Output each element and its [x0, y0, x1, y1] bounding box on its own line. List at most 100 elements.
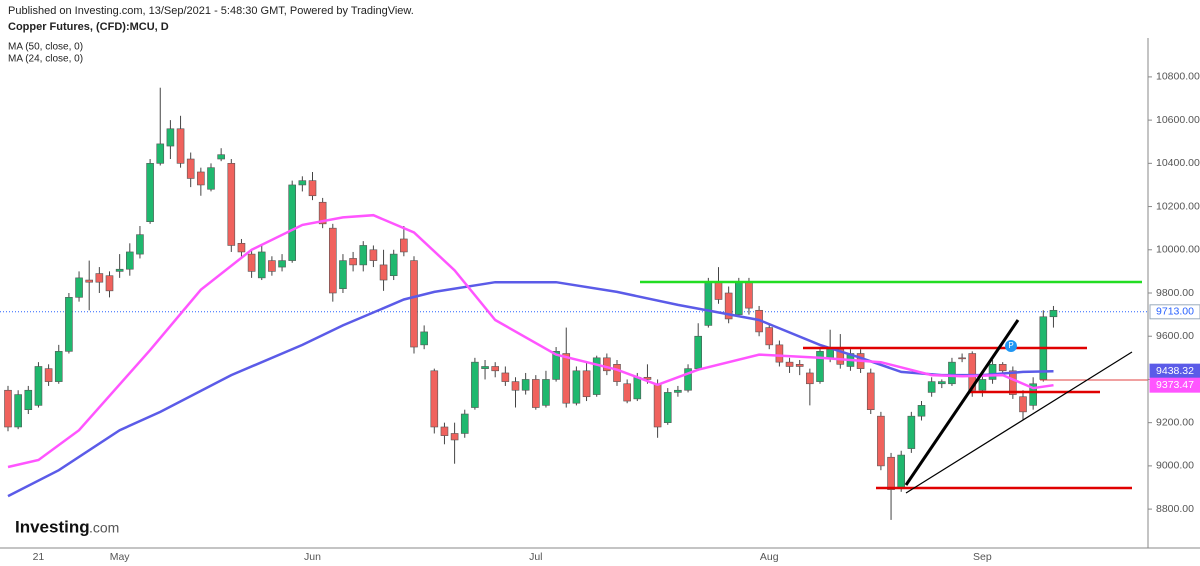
candle-body — [14, 394, 22, 428]
candle-body — [146, 163, 154, 222]
candle-body — [998, 364, 1007, 372]
candle-body — [572, 370, 581, 404]
candle-body — [633, 376, 642, 400]
candle-body — [227, 163, 236, 246]
candle-body — [75, 277, 83, 298]
candle-body — [328, 227, 337, 294]
y-tick-label: 8800.00 — [1156, 503, 1194, 515]
trend-line — [905, 351, 1133, 494]
candle-body — [826, 348, 834, 359]
candle-body — [1019, 396, 1027, 413]
candle-body — [714, 281, 723, 300]
price-box-label: 9373.47 — [1156, 379, 1194, 391]
candle-body — [95, 273, 104, 283]
candle-body — [724, 292, 733, 320]
candle-body — [745, 281, 753, 309]
candle-body — [958, 357, 966, 360]
moving-average — [7, 213, 1054, 469]
candle-body — [379, 264, 388, 281]
candle-body — [887, 456, 895, 490]
candle-body — [562, 353, 571, 404]
candle-body — [65, 297, 73, 352]
candle-body — [288, 184, 297, 261]
candle-body — [806, 372, 814, 385]
price-box — [1149, 304, 1200, 320]
legend-entry: MA (24, close, 0) — [8, 54, 83, 65]
candle-body — [369, 249, 378, 261]
candle-body — [450, 433, 459, 441]
candle-body — [877, 415, 885, 467]
candle-body — [481, 366, 489, 369]
candle-body — [430, 370, 439, 428]
candle-body — [552, 351, 560, 380]
candle-body — [207, 167, 215, 190]
published-note: Published on Investing.com, 13/Sep/2021 … — [8, 5, 414, 17]
candle-body — [542, 379, 550, 406]
trend-line — [904, 319, 1020, 486]
y-tick-label: 10400.00 — [1156, 157, 1200, 169]
candle-body — [339, 260, 347, 289]
candle-body — [166, 128, 175, 147]
x-tick-label: Sep — [973, 551, 992, 563]
candle-body — [268, 260, 276, 272]
candle-body — [257, 251, 266, 279]
marker-label: P — [1008, 341, 1013, 350]
y-tick-label: 9800.00 — [1156, 287, 1194, 299]
candle-body — [298, 180, 307, 186]
x-tick-label: 21 — [33, 551, 45, 563]
candle-body — [948, 361, 956, 385]
logo-suffix: .com — [89, 520, 119, 536]
candle-body — [126, 251, 134, 270]
candle-body — [623, 383, 631, 402]
candle-body — [653, 383, 662, 428]
chart-title: Copper Futures, (CFD):MCU, D — [8, 21, 169, 33]
candle-body — [156, 143, 165, 164]
candle-body — [501, 372, 510, 382]
y-tick-label: 10800.00 — [1156, 71, 1200, 83]
candle-body — [278, 260, 286, 268]
candle-body — [34, 366, 43, 406]
candle-body — [643, 376, 652, 380]
candle-body — [217, 154, 225, 160]
candle-body — [531, 379, 540, 408]
candle-body — [988, 364, 997, 380]
x-tick-label: Jun — [304, 551, 321, 563]
candle-body — [460, 413, 469, 434]
candle-body — [582, 370, 591, 398]
candle-body — [897, 454, 906, 488]
candle-body — [978, 379, 987, 391]
candle-body — [917, 405, 926, 417]
candle-body — [674, 389, 682, 393]
candle-body — [349, 258, 357, 266]
candle-body — [521, 379, 530, 391]
candle-body — [318, 201, 327, 225]
price-box — [1149, 377, 1200, 393]
candle-body — [1049, 309, 1058, 318]
candle-body — [410, 260, 418, 348]
candle-body — [603, 357, 611, 372]
candle-body — [907, 415, 916, 449]
legend-entry: MA (50, close, 0) — [8, 42, 83, 53]
candle-body — [308, 180, 317, 197]
y-tick-label: 9600.00 — [1156, 330, 1194, 342]
y-tick-label: 9000.00 — [1156, 460, 1194, 472]
candle-body — [866, 372, 875, 410]
candle-body — [765, 327, 774, 346]
candle-body — [176, 128, 185, 164]
candle-body — [491, 366, 500, 372]
candle-body — [663, 392, 672, 423]
candle-body — [785, 361, 794, 367]
candle-body — [54, 351, 63, 382]
candle-body — [704, 281, 713, 326]
price-box-label: 9438.32 — [1156, 365, 1194, 377]
candle-body — [197, 171, 205, 186]
y-tick-label: 10000.00 — [1156, 244, 1200, 256]
candle-body — [105, 275, 114, 292]
candle-body — [440, 426, 449, 436]
x-tick-label: Aug — [760, 551, 779, 563]
marker — [1005, 340, 1017, 352]
candle-body — [795, 364, 804, 367]
candle-body — [44, 368, 53, 382]
candle-body — [237, 242, 246, 253]
